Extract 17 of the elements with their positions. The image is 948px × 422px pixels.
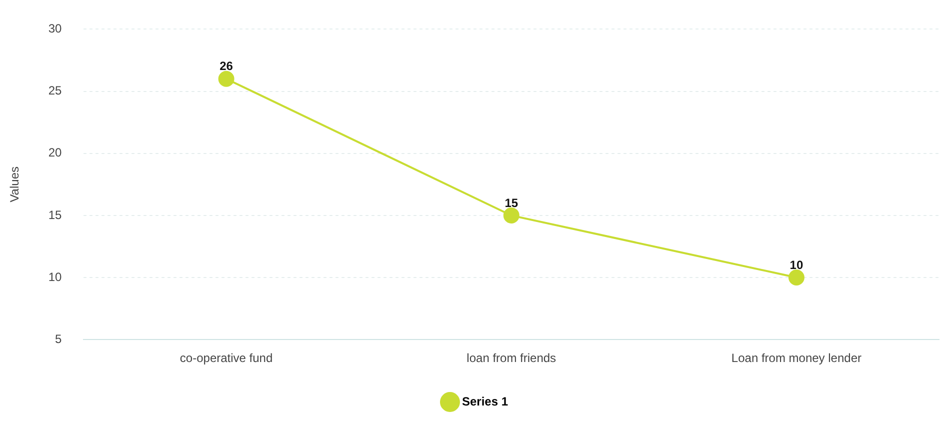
x-tick-label: loan from friends: [466, 351, 556, 366]
y-tick-label: 15: [48, 208, 62, 222]
y-tick-label: 10: [48, 270, 62, 284]
y-tick-label: 5: [55, 332, 62, 346]
point: [788, 270, 804, 286]
point: [503, 207, 520, 224]
point: [218, 70, 234, 87]
data-label: 26: [220, 59, 234, 74]
data-label: 10: [790, 258, 804, 272]
y-tick-label: 30: [48, 22, 62, 36]
data-label: 15: [504, 196, 518, 210]
y-axis-title: Values: [8, 166, 22, 202]
x-tick-label: co-operative fund: [180, 351, 273, 366]
x-tick-label: Loan from money lender: [731, 351, 862, 366]
legend-label: Series 1: [462, 394, 508, 408]
y-tick-label: 20: [48, 146, 62, 160]
y-tick-label: 25: [48, 84, 62, 98]
